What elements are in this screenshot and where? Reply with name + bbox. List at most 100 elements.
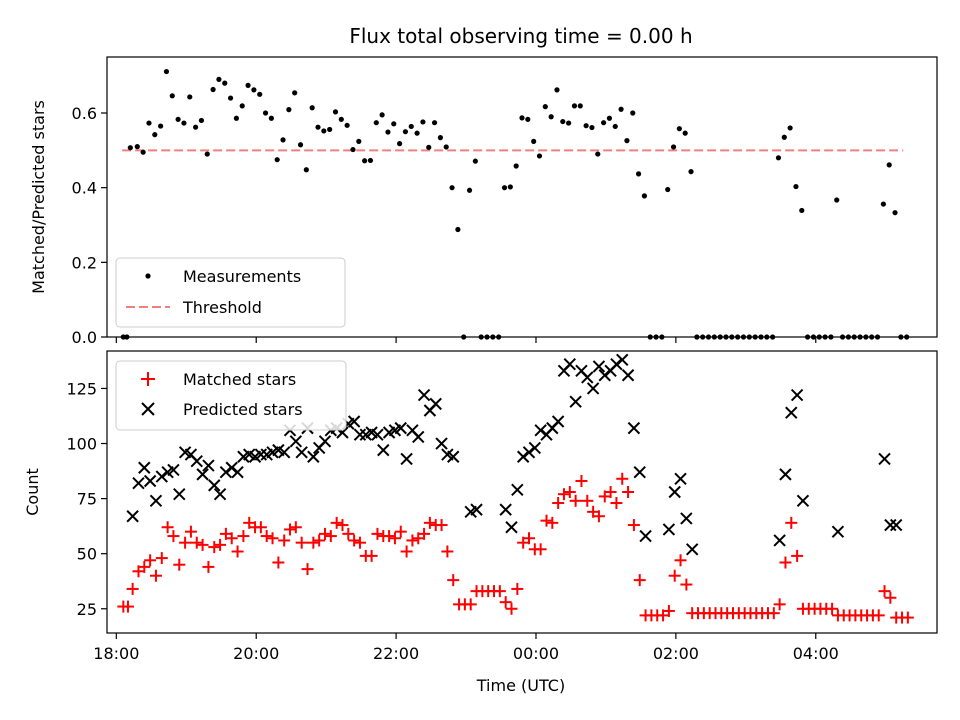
- measurement-point: [327, 126, 333, 133]
- predicted-star-point: [668, 485, 681, 499]
- measurement-point: [187, 94, 193, 100]
- top-y-ticks: 0.0 0.2 0.4 0.6: [72, 104, 107, 347]
- measurement-point: [204, 151, 210, 157]
- matched-star-point: [552, 497, 565, 510]
- measurement-point: [356, 138, 362, 144]
- matched-star-point: [493, 585, 506, 598]
- predicted-star-point: [254, 448, 268, 461]
- predicted-star-point: [633, 465, 646, 479]
- measurement-point: [169, 93, 175, 99]
- predicted-star-point: [685, 543, 699, 556]
- matched-star-point: [371, 527, 384, 540]
- predicted-star-point: [674, 472, 687, 485]
- y-tick-label: 25: [77, 600, 97, 619]
- predicted-star-point: [429, 397, 442, 411]
- predicted-star-point: [511, 483, 524, 497]
- measurement-point: [396, 141, 403, 147]
- matched-star-point: [272, 556, 285, 569]
- measurement-point: [443, 144, 449, 150]
- matched-star-point: [662, 604, 675, 617]
- measurement-point: [635, 171, 642, 177]
- measurement-point: [676, 126, 682, 132]
- measurement-point: [321, 128, 327, 134]
- measurement-point: [548, 114, 554, 120]
- matched-star-point: [464, 598, 477, 611]
- predicted-star-point: [377, 443, 390, 457]
- x-tick-label: 00:00: [513, 644, 559, 663]
- matched-star-point: [342, 527, 355, 540]
- matched-star-point: [121, 600, 134, 613]
- measurement-point: [688, 169, 694, 175]
- matched-star-point: [575, 474, 588, 487]
- measurement-point: [257, 91, 263, 97]
- predicted-star-point: [318, 435, 332, 448]
- measurement-point: [560, 118, 566, 125]
- matched-star-point: [149, 569, 162, 582]
- predicted-star-point: [470, 503, 483, 516]
- matched-star-point: [348, 534, 361, 547]
- measurement-point: [373, 120, 379, 126]
- predicted-star-point: [149, 494, 163, 508]
- top-legend-box: [115, 257, 346, 328]
- predicted-star-point: [167, 463, 180, 477]
- matched-star-point: [365, 549, 378, 562]
- matched-star-point: [610, 497, 623, 510]
- predicted-star-point: [499, 503, 512, 516]
- measurement-point: [233, 115, 239, 121]
- measurement-point: [880, 201, 886, 207]
- matched-star-point: [190, 536, 203, 549]
- x-tick-label: 04:00: [793, 644, 839, 663]
- measurement-point: [670, 144, 677, 150]
- predicted-star-point: [785, 406, 798, 419]
- measurement-point: [297, 142, 304, 148]
- matched-star-point: [901, 611, 914, 624]
- matched-star-point: [435, 519, 448, 532]
- predicted-star-point: [516, 450, 530, 463]
- measurement-point: [507, 184, 513, 190]
- matched-star-point: [284, 523, 297, 536]
- measurement-point: [420, 119, 426, 125]
- predicted-star-point: [592, 360, 606, 373]
- measurement-point: [525, 116, 531, 122]
- measurement-point: [799, 207, 805, 214]
- matched-star-point: [184, 525, 197, 538]
- measurement-point: [571, 103, 578, 109]
- measurement-point: [781, 134, 787, 140]
- predicted-star-point: [831, 525, 845, 538]
- predicted-star-point: [534, 424, 547, 437]
- predicted-star-point: [627, 421, 641, 435]
- predicted-star-point: [563, 358, 577, 371]
- predicted-star-point: [231, 465, 244, 479]
- predicted-star-point: [435, 437, 448, 450]
- y-tick-label: 0.6: [72, 104, 97, 123]
- y-tick-label: 0.0: [72, 328, 97, 347]
- measurement-point: [618, 106, 624, 112]
- measurement-point: [198, 117, 205, 124]
- bottom-x-ticks: 18:00 20:00 22:00 00:00 02:00 04:00: [93, 633, 839, 663]
- measurement-point: [531, 138, 537, 144]
- measurement-point: [274, 157, 280, 163]
- top-plot-frame: [106, 56, 938, 338]
- predicted-star-point: [662, 523, 676, 536]
- predicted-star-point: [790, 388, 804, 402]
- matched-star-point: [161, 521, 174, 534]
- predicted-star-point: [878, 452, 891, 466]
- matched-star-point: [785, 516, 798, 529]
- top-legend: Measurements Threshold: [115, 257, 346, 328]
- matched-star-point: [353, 536, 366, 549]
- legend-matched-label: Matched stars: [183, 370, 296, 389]
- measurement-point: [589, 124, 595, 131]
- matched-star-point: [447, 574, 460, 587]
- matched-star-point: [680, 578, 693, 591]
- matched-star-point: [441, 545, 454, 558]
- bottom-y-ticks: 25 50 75 100 125: [66, 379, 107, 619]
- matched-star-point: [336, 519, 349, 532]
- measurement-point: [210, 86, 216, 93]
- measurement-point: [332, 109, 339, 115]
- matched-star-point: [767, 607, 780, 620]
- measurement-point: [338, 116, 344, 122]
- predicted-star-point: [598, 369, 611, 382]
- matched-star-point: [826, 602, 839, 615]
- predicted-star-point: [225, 461, 238, 474]
- measurement-point: [542, 104, 548, 110]
